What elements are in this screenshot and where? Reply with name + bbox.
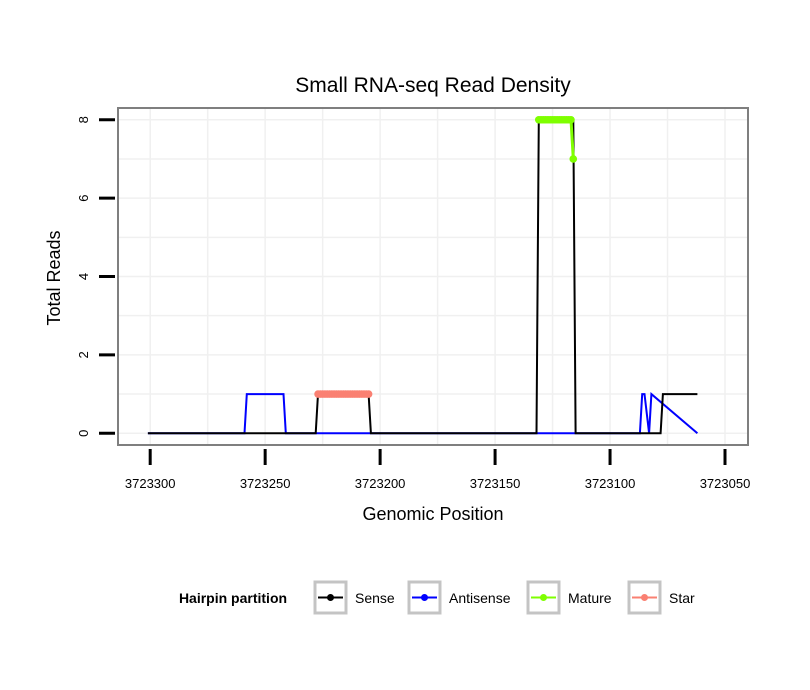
series-line-mature (538, 118, 575, 159)
y-tick-label: 8 (76, 116, 91, 123)
legend-marker-antisense (421, 594, 428, 601)
x-tick-label: 3723300 (125, 476, 176, 491)
legend-label-sense: Sense (355, 590, 395, 606)
x-tick-label: 3723150 (470, 476, 521, 491)
legend-marker-star (641, 594, 648, 601)
x-tick-label: 3723200 (355, 476, 406, 491)
legend-marker-mature (540, 594, 547, 601)
y-tick-label: 6 (76, 195, 91, 202)
legend-label-antisense: Antisense (449, 590, 511, 606)
legend-label-star: Star (669, 590, 695, 606)
plot-border (117, 107, 749, 446)
x-tick-label: 3723100 (585, 476, 636, 491)
y-tick-label: 4 (76, 273, 91, 280)
y-axis-title: Total Reads (44, 230, 64, 325)
y-tick-label: 2 (76, 351, 91, 358)
x-tick-label: 3723250 (240, 476, 291, 491)
data-point-mature (569, 155, 578, 163)
series-line-antisense (147, 392, 699, 435)
series-line-sense (147, 118, 698, 435)
y-tick-label: 0 (76, 430, 91, 437)
chart-title: Small RNA-seq Read Density (295, 74, 571, 97)
plot-area: 3723300 3723250 3723200 3723150 3723100 37230… (76, 107, 751, 491)
x-axis-title: Genomic Position (362, 504, 503, 524)
data-point-star (364, 390, 373, 398)
legend-title: Hairpin partition (179, 590, 287, 606)
legend: Hairpin partition Sense Antisense Mature St… (179, 580, 695, 615)
legend-label-mature: Mature (568, 590, 612, 606)
x-tick-label: 3723050 (700, 476, 751, 491)
data-point-mature (567, 115, 575, 124)
legend-marker-sense (327, 594, 334, 601)
